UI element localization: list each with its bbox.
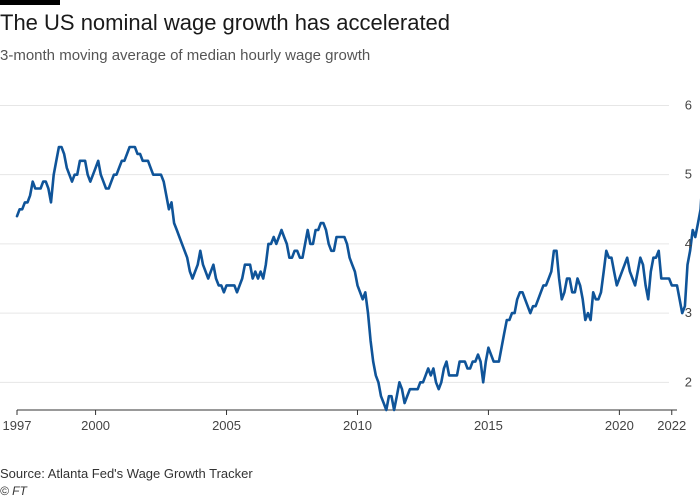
y-tick-label: 2	[685, 374, 692, 389]
brand-top-bar	[0, 0, 60, 5]
line-chart: 2 3 4 5 6 1997 2000 2005 2010 2015 2020 2022	[0, 97, 700, 433]
x-tick-label: 2015	[474, 418, 503, 433]
x-tick-label: 2010	[343, 418, 372, 433]
x-tick-label: 2022	[657, 418, 686, 433]
x-axis	[16, 409, 677, 415]
y-tick-label: 6	[685, 97, 692, 112]
y-tick-label: 4	[685, 236, 692, 251]
y-tick-label: 5	[685, 167, 692, 182]
x-tick-label: 1997	[3, 418, 32, 433]
y-tick-label: 3	[685, 305, 692, 320]
x-tick-label: 2005	[212, 418, 241, 433]
x-tick-label: 2020	[605, 418, 634, 433]
chart-title: The US nominal wage growth has accelerat…	[0, 10, 451, 35]
copyright-credit: © FT	[0, 484, 27, 498]
x-axis-labels: 1997 2000 2005 2010 2015 2020 2022	[3, 418, 687, 433]
y-axis-labels: 2 3 4 5 6	[685, 97, 692, 389]
series-line-wage-growth	[15, 145, 700, 412]
series-layer	[15, 145, 700, 412]
chart-subtitle: 3-month moving average of median hourly …	[0, 47, 371, 64]
x-tick-label: 2000	[81, 418, 110, 433]
source-note: Source: Atlanta Fed's Wage Growth Tracke…	[0, 466, 253, 481]
